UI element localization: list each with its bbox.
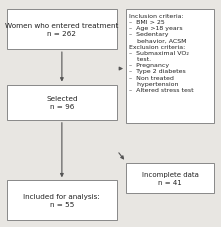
FancyBboxPatch shape <box>126 10 214 124</box>
FancyBboxPatch shape <box>7 180 117 220</box>
FancyBboxPatch shape <box>7 85 117 120</box>
Text: Women who entered treatment
n = 262: Women who entered treatment n = 262 <box>5 23 119 37</box>
FancyBboxPatch shape <box>7 10 117 50</box>
FancyBboxPatch shape <box>126 163 214 193</box>
Text: Included for analysis:
n = 55: Included for analysis: n = 55 <box>23 194 100 207</box>
Text: Inclusion criteria:
–  BMI > 25
–  Age >18 years
–  Sedentary
    behavior, ACSM: Inclusion criteria: – BMI > 25 – Age >18… <box>129 14 194 93</box>
Text: Selected
n = 96: Selected n = 96 <box>46 96 78 109</box>
Text: Incomplete data
n = 41: Incomplete data n = 41 <box>142 171 199 185</box>
